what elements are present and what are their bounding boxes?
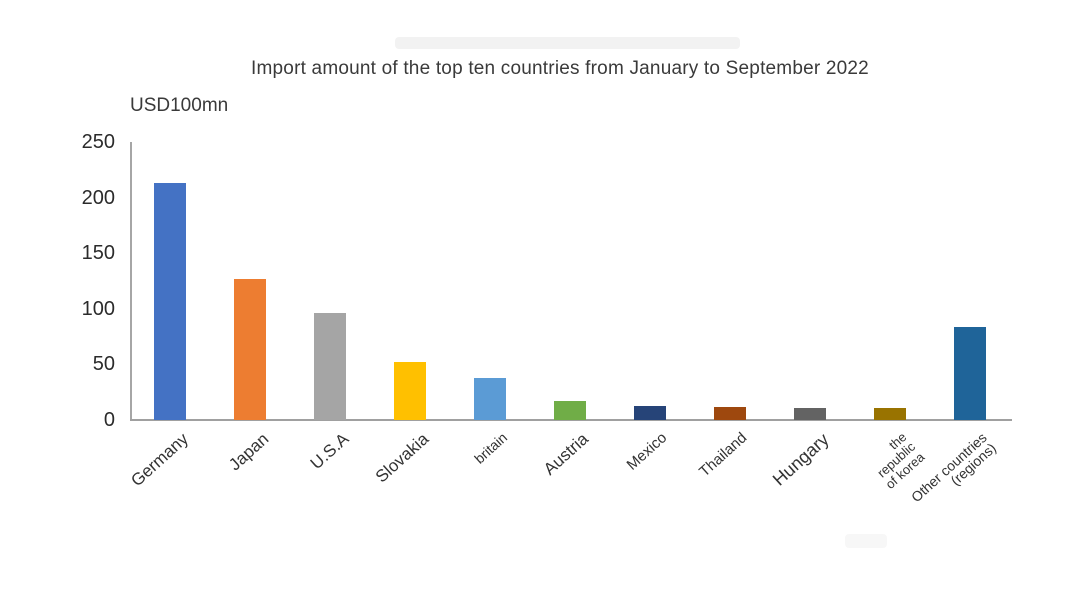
- bar-slovakia: [394, 362, 426, 420]
- y-tick-0: 0: [103, 409, 115, 431]
- y-tick-100: 100: [81, 297, 115, 320]
- x-label-japan: Japan: [224, 429, 273, 475]
- x-label-the-republic-of-korea: the republic of korea: [874, 429, 928, 492]
- x-axis-line: [130, 419, 1012, 421]
- bar-other-countries-regions-: [954, 327, 986, 420]
- x-label-slovakia: Slovakia: [371, 429, 433, 487]
- bar-thailand: [714, 407, 746, 420]
- y-axis-unit-label: USD100mn: [130, 95, 229, 116]
- x-label-thailand: Thailand: [696, 429, 751, 481]
- chart-title: Import amount of the top ten countries f…: [251, 58, 869, 79]
- x-label-other-countries-regions-: Other countries (regions): [908, 429, 1000, 506]
- bar-germany: [154, 183, 186, 420]
- x-label-u-s-a: U.S.A: [306, 429, 353, 474]
- bar-austria: [554, 401, 586, 420]
- watermark-artifact-bottom: [845, 534, 887, 548]
- bar-britain: [474, 378, 506, 420]
- watermark-artifact-top: [395, 37, 740, 49]
- bar-the-republic-of-korea: [874, 408, 906, 420]
- x-label-germany: Germany: [127, 429, 193, 491]
- x-label-austria: Austria: [540, 429, 593, 479]
- x-label-mexico: Mexico: [624, 429, 671, 474]
- y-tick-250: 250: [81, 131, 115, 153]
- x-label-britain: britain: [470, 429, 511, 467]
- y-tick-150: 150: [81, 242, 115, 265]
- y-tick-200: 200: [81, 186, 115, 209]
- y-tick-50: 50: [92, 353, 115, 376]
- bar-japan: [234, 279, 266, 420]
- x-label-hungary: Hungary: [768, 429, 833, 490]
- y-axis-line: [130, 142, 132, 420]
- bar-u-s-a: [314, 313, 346, 420]
- bar-hungary: [794, 408, 826, 420]
- bar-mexico: [634, 406, 666, 420]
